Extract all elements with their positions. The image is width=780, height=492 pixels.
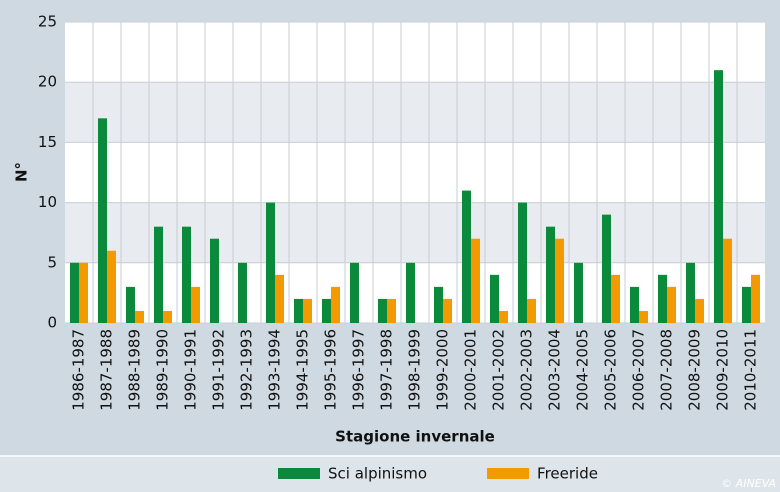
bar	[527, 298, 536, 323]
bar	[546, 226, 555, 323]
x-tick-label: 1996-1997	[350, 329, 368, 411]
bar	[695, 298, 704, 323]
y-tick-label: 10	[38, 193, 57, 211]
x-tick-label: 1989-1990	[154, 329, 172, 411]
legend-swatch	[487, 468, 530, 479]
bar	[555, 238, 564, 323]
x-tick-label: 2009-2010	[714, 329, 732, 411]
x-tick-label: 1991-1992	[210, 329, 228, 411]
x-tick-label: 1988-1989	[126, 329, 144, 411]
legend-band	[0, 456, 780, 492]
bar	[611, 274, 620, 323]
bar	[238, 262, 247, 323]
x-tick-label: 1997-1998	[378, 329, 396, 411]
bar	[79, 262, 88, 323]
x-tick-label: 2006-2007	[630, 329, 648, 411]
bar	[574, 262, 583, 323]
y-tick-label: 20	[38, 73, 57, 91]
bar	[462, 190, 471, 323]
y-axis-label: N°	[13, 162, 31, 182]
bar	[182, 226, 191, 323]
bar	[471, 238, 480, 323]
bar	[630, 286, 639, 323]
y-tick-label: 0	[47, 314, 57, 332]
bar	[294, 298, 303, 323]
x-tick-label: 1999-2000	[434, 329, 452, 411]
bar	[210, 238, 219, 323]
bar	[667, 286, 676, 323]
plot-band	[65, 202, 765, 263]
legend-swatch	[278, 468, 320, 479]
bar	[518, 202, 527, 323]
bar	[742, 286, 751, 323]
bar	[490, 274, 499, 323]
y-tick-label: 25	[38, 13, 57, 31]
x-tick-label: 1986-1987	[70, 329, 88, 411]
bar	[406, 262, 415, 323]
bar	[107, 250, 116, 323]
bar	[751, 274, 760, 323]
y-tick-label: 5	[47, 253, 57, 271]
x-tick-label: 1994-1995	[294, 329, 312, 411]
x-tick-label: 1992-1993	[238, 329, 256, 411]
legend-label: Sci alpinismo	[328, 465, 427, 483]
bar	[714, 70, 723, 323]
bar	[378, 298, 387, 323]
bar	[322, 298, 331, 323]
x-tick-label: 1993-1994	[266, 329, 284, 411]
plot-band	[65, 82, 765, 143]
bar	[191, 286, 200, 323]
x-axis-label: Stagione invernale	[335, 428, 495, 446]
x-tick-label: 1990-1991	[182, 329, 200, 411]
bar	[443, 298, 452, 323]
x-tick-label: 2007-2008	[658, 329, 676, 411]
bar	[154, 226, 163, 323]
bar	[303, 298, 312, 323]
x-tick-label: 2002-2003	[518, 329, 536, 411]
bar	[434, 286, 443, 323]
bar	[350, 262, 359, 323]
x-tick-label: 2008-2009	[686, 329, 704, 411]
y-tick-label: 15	[38, 133, 57, 151]
x-tick-label: 2003-2004	[546, 329, 564, 411]
bar	[135, 310, 144, 323]
bar	[686, 262, 695, 323]
x-tick-label: 1998-1999	[406, 329, 424, 411]
bar	[658, 274, 667, 323]
bar	[387, 298, 396, 323]
bar	[723, 238, 732, 323]
x-tick-label: 2004-2005	[574, 329, 592, 411]
x-tick-label: 2010-2011	[742, 329, 760, 411]
bar	[98, 118, 107, 323]
x-tick-label: 2005-2006	[602, 329, 620, 411]
legend-label: Freeride	[537, 465, 598, 483]
plot-band	[65, 22, 765, 83]
credit: © AINEVA	[721, 477, 776, 490]
bar	[70, 262, 79, 323]
bar	[499, 310, 508, 323]
x-tick-label: 1995-1996	[322, 329, 340, 411]
plot-band	[65, 142, 765, 203]
bar	[163, 310, 172, 323]
x-tick-label: 2001-2002	[490, 329, 508, 411]
bar	[602, 214, 611, 323]
x-tick-label: 1987-1988	[98, 329, 116, 411]
bar	[331, 286, 340, 323]
bar	[266, 202, 275, 323]
x-tick-label: 2000-2001	[462, 329, 480, 411]
bar	[639, 310, 648, 323]
bar	[275, 274, 284, 323]
bar	[126, 286, 135, 323]
